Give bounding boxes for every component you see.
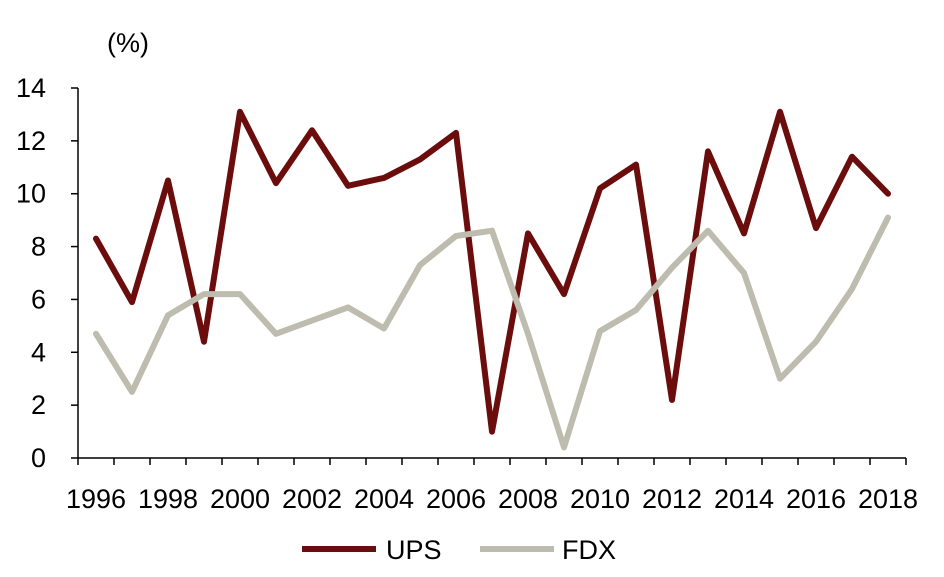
- x-tick-label: 2004: [354, 484, 414, 514]
- x-tick-label: 2018: [858, 484, 918, 514]
- y-axis-ticks: 0 2 4 6 8 10 12 14: [16, 73, 78, 473]
- x-tick-label: 2008: [498, 484, 558, 514]
- x-tick-label: 2010: [570, 484, 630, 514]
- y-tick-label: 10: [16, 179, 46, 209]
- x-tick-label: 2014: [714, 484, 774, 514]
- x-tick-label: 2002: [282, 484, 342, 514]
- x-tick-label: 2012: [642, 484, 702, 514]
- x-tick-label: 1998: [138, 484, 198, 514]
- series-group: [93, 108, 891, 451]
- legend-label-fdx: FDX: [562, 535, 616, 565]
- x-tick-label: 1996: [66, 484, 126, 514]
- series-line-fdx: [93, 214, 891, 451]
- legend: UPS FDX: [302, 535, 616, 565]
- x-tick-label: 2016: [786, 484, 846, 514]
- y-tick-label: 14: [16, 73, 46, 103]
- y-tick-label: 2: [31, 390, 46, 420]
- x-axis-ticks: 1996 1998 2000 2002 2004 2006 2008 2010 2012 2014…: [66, 458, 918, 514]
- legend-label-ups: UPS: [386, 535, 442, 565]
- y-tick-label: 4: [31, 337, 46, 367]
- y-tick-label: 0: [31, 443, 46, 473]
- y-axis-unit-label: (%): [107, 28, 149, 58]
- x-tick-label: 2006: [426, 484, 486, 514]
- y-tick-label: 12: [16, 126, 46, 156]
- series-line-ups: [93, 108, 891, 435]
- y-tick-label: 6: [31, 284, 46, 314]
- y-tick-label: 8: [31, 232, 46, 262]
- x-tick-label: 2000: [210, 484, 270, 514]
